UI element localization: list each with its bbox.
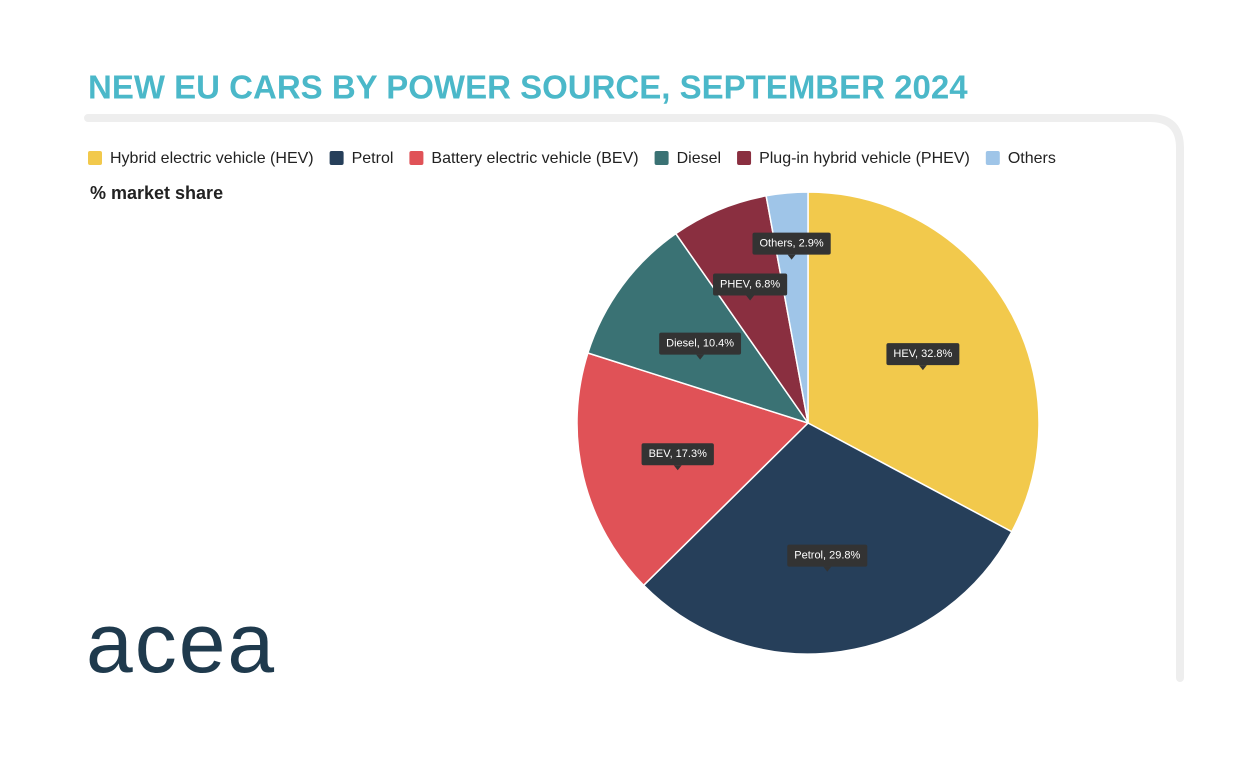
pie xyxy=(576,191,1040,655)
label-pointer xyxy=(787,254,796,260)
subtitle: % market share xyxy=(90,183,223,203)
legend-swatch xyxy=(409,151,424,165)
legend-label: Petrol xyxy=(352,150,394,167)
legend-swatch xyxy=(737,151,752,165)
legend-swatch xyxy=(985,151,1000,165)
legend: Hybrid electric vehicle (HEV) Petrol Batte… xyxy=(88,150,1056,167)
legend-label: Diesel xyxy=(677,150,721,167)
label-pointer xyxy=(673,465,682,471)
data-label: PHEV, 6.8% xyxy=(713,273,788,301)
data-label: Others, 2.9% xyxy=(752,232,831,260)
card-border xyxy=(84,114,1184,682)
pie-slice xyxy=(642,422,1013,655)
label-box xyxy=(641,443,714,466)
data-label-text: Others, 2.9% xyxy=(760,237,824,249)
data-label: HEV, 32.8% xyxy=(886,343,960,371)
legend-swatch xyxy=(654,151,669,165)
data-label-text: HEV, 32.8% xyxy=(893,348,952,360)
legend-label: Battery electric vehicle (BEV) xyxy=(431,150,638,167)
label-box xyxy=(787,544,868,567)
data-label-text: Diesel, 10.4% xyxy=(666,337,734,349)
label-pointer xyxy=(918,365,927,371)
label-box xyxy=(659,332,742,355)
label-pointer xyxy=(696,354,705,360)
legend-swatch xyxy=(329,151,344,165)
pie-slice xyxy=(576,352,810,587)
legend-label: Others xyxy=(1008,150,1056,167)
data-label-text: Petrol, 29.8% xyxy=(794,549,860,561)
label-pointer xyxy=(746,295,755,301)
data-label: Petrol, 29.8% xyxy=(787,544,868,572)
legend-label: Hybrid electric vehicle (HEV) xyxy=(110,150,314,167)
logo: acea xyxy=(86,596,276,690)
legend-swatch xyxy=(88,151,102,165)
pie-slice xyxy=(586,232,810,425)
label-box xyxy=(752,232,831,255)
data-label: Diesel, 10.4% xyxy=(659,332,742,360)
data-label-text: BEV, 17.3% xyxy=(649,448,708,460)
label-box xyxy=(713,273,788,296)
data-label: BEV, 17.3% xyxy=(641,443,714,471)
data-label-text: PHEV, 6.8% xyxy=(720,278,780,290)
data-labels: HEV, 32.8% Petrol, 29.8% BEV, 17.3% Diesel,… xyxy=(641,232,960,572)
label-pointer xyxy=(823,566,832,572)
chart-title: NEW EU CARS BY POWER SOURCE, SEPTEMBER 2… xyxy=(88,69,968,106)
label-box xyxy=(886,343,960,366)
legend-label: Plug-in hybrid vehicle (PHEV) xyxy=(759,150,970,167)
